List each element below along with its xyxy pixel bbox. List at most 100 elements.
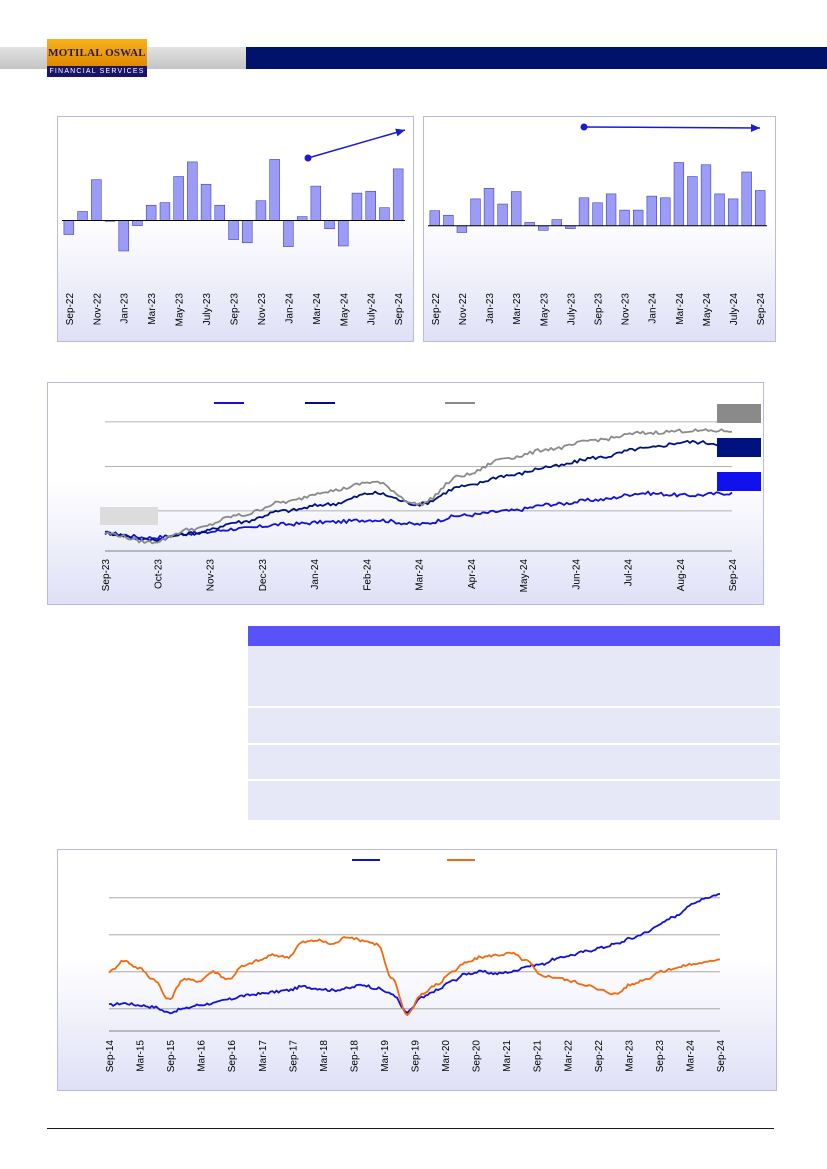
bar-Feb-24	[296, 216, 308, 221]
x-tick-label: Mar-17	[258, 1040, 269, 1072]
x-tick-label: May-24	[339, 293, 350, 327]
x-tick-label: Sep-22	[594, 1040, 605, 1073]
x-tick-label: Feb-24	[362, 559, 373, 591]
bar-Apr-24	[324, 220, 335, 230]
bar-July-23	[200, 183, 212, 221]
x-tick-label: Sep-24	[728, 559, 739, 592]
trend-arrow-head	[750, 123, 760, 132]
table-row	[248, 646, 780, 706]
x-tick-label: Mar-24	[312, 293, 323, 325]
bar-Oct-23	[242, 220, 253, 244]
line-chart-bottom-panel: Sep-14 Mar-15 Sep-15 Mar-16 Sep-16 Mar-17 Sep-…	[57, 849, 777, 1091]
bar-Jun-23	[187, 161, 198, 221]
bar-Sep-24	[392, 168, 404, 221]
bar-Mar-23	[145, 204, 157, 221]
x-tick-label: Sep-24	[756, 293, 767, 326]
x-tick-label: Mar-23	[512, 293, 523, 325]
bar-Aug-24	[379, 207, 390, 221]
trend-arrow-head	[395, 128, 405, 137]
bar-Feb-23	[497, 203, 508, 227]
line-chart-middle: Sep-23 Oct-23 Nov-23 Dec-23 Jan-24 Feb-24 Mar-…	[101, 402, 739, 593]
x-tick-label: Nov-23	[206, 559, 217, 592]
bar-Apr-23	[159, 202, 171, 221]
bar-Dec-22	[470, 198, 481, 227]
series-line-2	[104, 439, 733, 542]
bar-Feb-24	[660, 197, 671, 227]
trend-arrow-start-dot	[304, 154, 312, 162]
x-tick-label: Sep-22	[65, 293, 76, 326]
x-tick-label: Sep-14	[105, 1040, 116, 1073]
x-tick-label: Mar-24	[685, 1040, 696, 1072]
bar-Sep-23	[228, 220, 239, 240]
bar-Nov-22	[91, 179, 102, 221]
bar-May-23	[538, 225, 549, 231]
x-tick-label: Nov-22	[458, 293, 469, 326]
x-tick-label: Aug-24	[676, 559, 687, 592]
bar-Jun-24	[351, 192, 363, 221]
x-tick-label: Dec-23	[258, 559, 269, 592]
bar-Jan-23	[483, 188, 495, 227]
bar-chart-right: Sep-22 Nov-22 Jan-23 Mar-23 May-23 July-23 Sep…	[428, 123, 767, 327]
line-chart-bottom: Sep-14 Mar-15 Sep-15 Mar-16 Sep-16 Mar-17 Sep-…	[105, 859, 727, 1073]
bar-Jan-24	[283, 220, 294, 247]
series-line-1	[104, 490, 733, 540]
line-chart-middle-panel: Sep-23 Oct-23 Nov-23 Dec-23 Jan-24 Feb-24 Mar-…	[47, 382, 764, 605]
logo-subtitle: FINANCIAL SERVICES	[49, 68, 145, 75]
footer-rule	[47, 1128, 774, 1129]
series-line-3	[104, 428, 733, 545]
x-tick-label: Sep-16	[227, 1040, 238, 1073]
trend-arrow-line	[307, 129, 406, 159]
x-tick-label: July-23	[202, 293, 213, 326]
header-blue-band	[246, 47, 827, 69]
bar-Oct-22	[443, 214, 454, 227]
bar-Aug-23	[214, 204, 225, 221]
bar-Nov-23	[619, 209, 630, 227]
x-tick-label: Sep-18	[349, 1040, 360, 1073]
start-label-box	[100, 507, 158, 525]
bar-July-24	[727, 198, 739, 227]
x-tick-label: Sep-22	[431, 293, 442, 326]
x-tick-label: Sep-20	[472, 1040, 483, 1073]
bar-Sep-22	[429, 210, 440, 227]
x-tick-label: July-24	[367, 293, 378, 326]
bar-Oct-23	[605, 193, 617, 227]
x-tick-label: Jan-23	[120, 293, 131, 324]
trend-arrow-line	[583, 126, 761, 129]
x-tick-label: Sep-23	[230, 293, 241, 326]
x-tick-label: Nov-23	[257, 293, 268, 326]
bar-Nov-22	[456, 225, 468, 233]
bar-Jan-23	[118, 220, 129, 252]
x-tick-label: Sep-15	[166, 1040, 177, 1073]
bar-Feb-23	[132, 220, 143, 226]
x-tick-label: Nov-22	[92, 293, 103, 326]
bar-Sep-22	[63, 220, 75, 235]
logo-name: MOTILAL OSWAL	[48, 46, 146, 59]
x-tick-label: Jun-24	[571, 559, 582, 590]
bar-Jan-24	[646, 195, 657, 227]
legend-box-gray	[717, 404, 761, 423]
bar-May-24	[338, 220, 349, 247]
legend-box-blue	[717, 472, 761, 491]
x-tick-label: Mar-15	[136, 1040, 147, 1072]
x-tick-label: Sep-23	[101, 559, 112, 592]
x-tick-label: Sep-21	[533, 1040, 544, 1073]
bar-Mar-23	[511, 191, 522, 227]
x-tick-label: Nov-23	[621, 293, 632, 326]
x-tick-label: Oct-23	[153, 559, 164, 589]
table-row	[248, 781, 780, 820]
trend-arrow-start-dot	[580, 123, 588, 131]
x-tick-label: May-24	[519, 559, 530, 593]
bar-Dec-23	[633, 209, 644, 227]
bar-chart-left-panel: Sep-22 Nov-22 Jan-23 Mar-23 May-23 July-23 Sep…	[57, 116, 414, 342]
x-tick-label: May-23	[539, 293, 550, 327]
x-tick-label: Mar-22	[563, 1040, 574, 1072]
x-tick-label: Mar-18	[319, 1040, 330, 1072]
series-line-2	[108, 936, 721, 1017]
x-tick-label: Sep-24	[394, 293, 405, 326]
bar-Mar-24	[673, 162, 685, 227]
bar-Sep-24	[755, 190, 766, 227]
bar-Jun-24	[714, 193, 725, 227]
x-tick-label: Sep-19	[411, 1040, 422, 1073]
x-tick-label: Sep-23	[655, 1040, 666, 1073]
x-tick-label: Mar-19	[380, 1040, 391, 1072]
